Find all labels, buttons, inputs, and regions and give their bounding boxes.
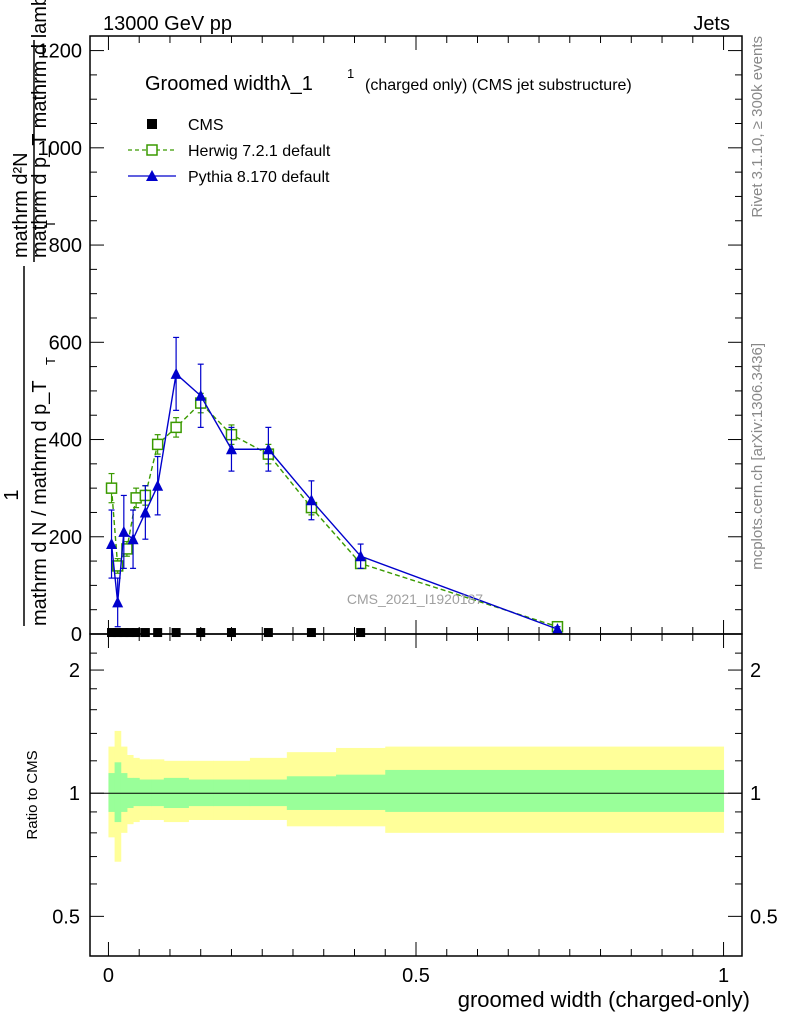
- pythia-point: [112, 596, 124, 608]
- cms-point: [356, 628, 366, 638]
- ratio-inner-band-bin: [385, 769, 725, 812]
- ylabel-top-denominator: mathrm d p_T mathrm d lambda: [29, 0, 51, 258]
- tick-label: 0: [103, 965, 114, 987]
- ratio-inner-band-bin: [108, 773, 116, 812]
- tick-label: 200: [49, 527, 82, 549]
- legend-pythia-label: Pythia 8.170 default: [188, 169, 330, 186]
- tick-label: 0: [71, 624, 82, 646]
- tick-label: 600: [49, 332, 82, 354]
- title-main: Groomed widthλ_1: [145, 73, 313, 95]
- chart-title: Groomed widthλ_1 1 (charged only) (CMS j…: [145, 66, 632, 95]
- legend-herwig-marker: [146, 144, 158, 156]
- legend-pythia-marker: [146, 170, 158, 181]
- axis-ticks: 0 200 400 600 800 1000 1200 0 0.5 1 0.5 0.5 1 1 2 2: [38, 36, 778, 987]
- main-ylabel: mathrm d²N mathrm d p_T mathrm d lambda …: [1, 0, 58, 626]
- x-axis-label: groomed width (charged-only): [458, 987, 750, 1012]
- cms-point: [140, 628, 150, 638]
- ratio-inner-band-bin: [133, 777, 140, 807]
- tick-label: 800: [49, 235, 82, 257]
- cms-point: [306, 628, 316, 638]
- ratio-inner-band-bin: [120, 773, 128, 812]
- pythia-point: [127, 533, 139, 545]
- herwig-point: [170, 421, 182, 434]
- herwig-point: [111, 560, 124, 572]
- tick-label: 2: [69, 660, 80, 682]
- pythia-point: [305, 494, 317, 506]
- header-jets: Jets: [693, 13, 730, 35]
- tick-label: 0.5: [52, 906, 80, 928]
- ratio-bands: [108, 730, 725, 862]
- ylabel-top-subscript: T: [43, 220, 58, 228]
- cms-point: [107, 628, 117, 638]
- pythia-point: [118, 525, 130, 537]
- legend: CMS Herwig 7.2.1 default Pythia 8.170 de…: [128, 117, 331, 186]
- header-energy: 13000 GeV pp: [103, 13, 232, 35]
- pythia-line: [110, 372, 558, 630]
- cms-point: [153, 628, 163, 638]
- title-superscript: 1: [347, 66, 354, 81]
- pythia-point: [225, 443, 237, 455]
- pythia-point: [195, 389, 207, 401]
- pythia-point: [170, 367, 182, 379]
- herwig-point: [105, 482, 118, 494]
- tick-label: 0.5: [750, 906, 778, 928]
- cms-point: [171, 628, 181, 638]
- cms-point: [263, 628, 273, 638]
- pythia-point: [152, 479, 164, 491]
- pythia-point: [355, 550, 367, 562]
- legend-herwig-label: Herwig 7.2.1 default: [188, 143, 331, 160]
- ylabel-top-numerator: mathrm d²N: [10, 152, 32, 258]
- analysis-watermark: CMS_2021_I1920187: [347, 591, 483, 607]
- legend-cms-marker: [147, 119, 157, 129]
- ylabel-bottom-numerator: 1: [1, 489, 23, 500]
- tick-label: 1: [718, 965, 729, 987]
- tick-label: 0.5: [402, 965, 430, 987]
- tick-label: 1000: [38, 138, 83, 160]
- ylabel-bottom-denominator: mathrm d N / mathrm d p_T: [29, 380, 51, 626]
- tick-label: 1: [750, 783, 761, 805]
- side-mcplots-label: mcplots.cern.ch [arXiv:1306.3436]: [749, 343, 766, 570]
- side-rivet-label: Rivet 3.1.10, ≥ 300k events: [749, 36, 766, 218]
- cms-point: [131, 628, 141, 638]
- main-series: [105, 336, 564, 638]
- legend-cms-label: CMS: [188, 117, 224, 134]
- tick-label: 400: [49, 430, 82, 452]
- cms-point: [113, 628, 123, 638]
- tick-label: 2: [750, 660, 761, 682]
- ratio-ylabel: Ratio to CMS: [24, 750, 41, 839]
- pythia-point: [106, 538, 118, 550]
- tick-label: 1200: [38, 41, 83, 63]
- ratio-inner-band-bin: [114, 762, 122, 823]
- title-subtitle: (charged only) (CMS jet substructure): [365, 77, 632, 94]
- ylabel-bottom-subscript: T: [43, 357, 58, 365]
- herwig-point: [151, 438, 164, 451]
- pythia-point: [551, 623, 563, 635]
- cms-point: [119, 628, 129, 638]
- cms-point: [125, 628, 135, 638]
- tick-label: 1: [69, 783, 80, 805]
- pythia-point: [262, 443, 274, 455]
- ratio-inner-band-bin: [336, 774, 386, 810]
- pythia-point: [139, 506, 151, 518]
